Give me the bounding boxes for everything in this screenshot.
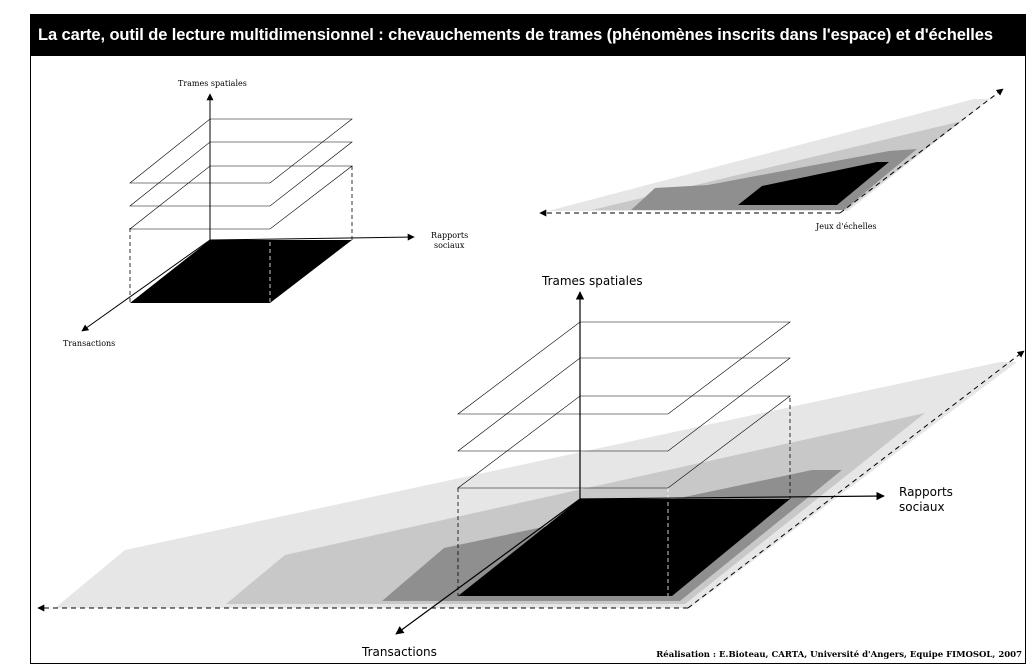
large-axis-left-label: Transactions [361, 645, 437, 659]
small-stacked-layers [129, 118, 353, 230]
small-axis-right-label-2: sociaux [434, 241, 465, 250]
large-dashed-guides [457, 398, 791, 596]
small-axis-left [81, 239, 211, 332]
scales-caption: Jeux d'échelles [815, 222, 877, 231]
large-axis-diagonal [687, 350, 1025, 609]
scales-axis-diagonal [839, 88, 1004, 214]
large-axis-right [579, 491, 885, 501]
large-plane-core [458, 499, 790, 596]
large-axis-right-label-1: Rapports [899, 485, 953, 499]
small-base-plane [130, 240, 352, 303]
scales-diagram: Jeux d'échelles [539, 88, 1004, 231]
scales-plane-core [738, 162, 889, 205]
figure-title: La carte, outil de lecture multidimensio… [31, 15, 1025, 56]
small-axis-vertical-label: Trames spatiales [178, 79, 247, 88]
large-plane-lightest [55, 362, 1017, 608]
small-axis-right-label-1: Rapports [431, 231, 468, 240]
credit-line: Réalisation : E.Bioteau, CARTA, Universi… [656, 649, 1022, 660]
small-axis-right [209, 233, 415, 241]
large-axis-left [395, 498, 581, 635]
small-layered-diagram: Trames spatiales Rapports sociaux Transa… [63, 79, 468, 348]
small-dashed-guides [129, 166, 353, 303]
small-axis-left-label: Transactions [63, 339, 115, 348]
large-stacked-layers [457, 321, 791, 489]
large-axis-right-label-2: sociaux [899, 500, 945, 514]
large-combined-diagram: Trames spatiales Rapports sociaux Transa… [37, 274, 1025, 659]
large-axis-vertical-label: Trames spatiales [541, 274, 643, 288]
